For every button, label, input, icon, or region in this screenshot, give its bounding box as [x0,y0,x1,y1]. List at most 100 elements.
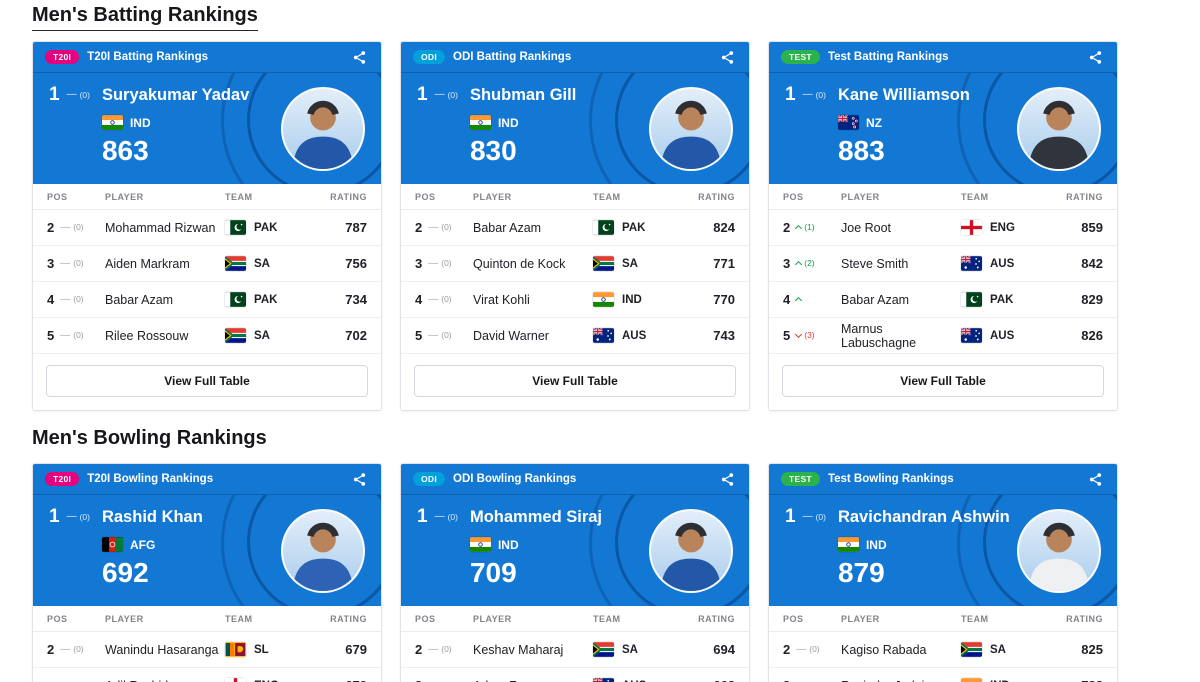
leader-panel[interactable]: 1 — (0) Ravichandran Ashwin IND 879 [769,494,1117,606]
movement-indicator [795,296,804,305]
caret-up-icon [795,296,803,305]
player-row[interactable]: 3—(0)Adam ZampaAUS662 [401,668,749,682]
view-full-table-button[interactable]: View Full Table [414,365,736,397]
player-photo-image [660,100,722,169]
team-cell: AUS [961,328,1051,343]
player-rating: 770 [713,292,735,307]
team-code: PAK [990,293,1014,306]
table-body: 2— (0) Mohammad Rizwan PAK 787 3— (0) Aiden Mar… [33,210,381,354]
player-row[interactable]: 4 — (0) Babar Azam PAK 734 [33,282,381,318]
player-name: Aiden Markram [105,256,190,271]
caret-up-icon [795,224,803,233]
aus-flag-icon [961,256,982,271]
card-title: ODI Bowling Rankings [453,473,577,485]
player-row[interactable]: 2 — (0) Babar Azam PAK 824 [401,210,749,246]
team-cell: PAK [593,220,683,235]
leader-panel[interactable]: 1 — (0) Rashid Khan AFG 692 [33,494,381,606]
player-row[interactable]: 2 — (0) Kagiso Rabada SA 825 [769,632,1117,668]
leader-position-group: 1 — (0) [417,84,458,166]
leader-photo [281,508,365,593]
col-header-player: PLAYER [841,614,880,624]
team-code: ENG [990,221,1015,234]
leader-panel[interactable]: 1 — (0) Suryakumar Yadav IND 863 [33,72,381,184]
player-row[interactable]: 5 — (0) David Warner AUS 743 [401,318,749,354]
player-row[interactable]: 5 (3) Marnus Labuschagne AUS 826 [769,318,1117,354]
player-row[interactable]: 2 — (0) Keshav Maharaj SA 694 [401,632,749,668]
player-name: Virat Kohli [473,292,530,307]
player-row[interactable]: 5 — (0) Rilee Rossouw SA 702 [33,318,381,354]
player-row[interactable]: 4 — (0) Virat Kohli IND 770 [401,282,749,318]
no-change-dash-icon: — [60,329,71,341]
player-row[interactable]: =—(0)Adil RashidENG679 [33,668,381,682]
card-title: Test Batting Rankings [827,51,949,63]
player-row[interactable]: 3 — (0) Quinton de Kock SA 771 [401,246,749,282]
team-cell: SA [961,642,1051,657]
no-change-dash-icon: — [802,511,813,522]
view-full-table-button[interactable]: View Full Table [782,365,1104,397]
section-title: Men's Bowling Rankings [32,427,267,449]
team-code: PAK [254,293,278,306]
share-icon [353,472,366,486]
share-button[interactable] [1086,48,1105,67]
view-full-table-button[interactable]: View Full Table [46,365,368,397]
player-rating: 782 [1051,678,1103,682]
player-row[interactable]: 2 — (0) Wanindu Hasaranga SL 679 [33,632,381,668]
movement-count: (0) [79,511,90,522]
leader-name: Ravichandran Ashwin [837,508,1010,526]
player-row[interactable]: 3 (2) Steve Smith AUS 842 [769,246,1117,282]
row-position: 3 [783,256,791,271]
no-change-dash-icon: — [60,643,71,655]
player-photo-image [1028,522,1090,591]
movement-count: (0) [441,330,452,341]
share-button[interactable] [350,470,369,489]
row-position-cell: 2 — (0) [415,220,473,235]
col-header-rating: RATING [330,192,367,202]
no-change-dash-icon: — [428,257,439,269]
row-position-cell: 2 — (0) [415,642,473,657]
leader-panel[interactable]: 1 — (0) Mohammed Siraj IND 709 [401,494,749,606]
no-change-dash-icon: — [60,221,71,233]
player-rating: 694 [713,642,735,657]
player-row[interactable]: 2 — (0) Mohammad Rizwan PAK 787 [33,210,381,246]
movement-count: (3) [804,330,815,341]
movement-indicator: —(0) [803,90,826,100]
share-button[interactable] [1086,470,1105,489]
leader-panel[interactable]: 1 — (0) Kane Williamson NZ 883 [769,72,1117,184]
row-position: 5 [415,328,423,343]
card-title: T20I Batting Rankings [87,51,208,63]
team-code: PAK [622,221,646,234]
leader-name: Mohammed Siraj [469,508,603,526]
no-change-dash-icon: — [428,221,439,233]
movement-count: (0) [441,644,452,655]
leader-photo [281,86,365,171]
sa-flag-icon [961,642,982,657]
row-position: 4 [47,292,55,307]
leader-rating: 863 [101,135,149,166]
player-row[interactable]: 3(2)Ravindra Jadeja IND 782 [769,668,1117,682]
player-rating: 825 [1081,642,1103,657]
player-row[interactable]: 4 Babar Azam PAK 829 [769,282,1117,318]
share-button[interactable] [350,48,369,67]
movement-count: (0) [447,89,458,100]
row-position-cell: 3—(0) [415,678,473,682]
leader-info: 1 — (0) Mohammed Siraj IND 709 [417,506,733,588]
leader-details: Kane Williamson NZ 883 [837,84,970,166]
player-name: Joe Root [841,220,892,235]
format-badge: T20I [45,49,80,65]
team-code: IND [990,680,1010,682]
player-row[interactable]: 3 — (0) Aiden Markram SA 756 [33,246,381,282]
team-cell: IND [961,678,1051,682]
player-row[interactable]: 2 (1) Joe Root ENG 859 [769,210,1117,246]
col-header-pos: POS [783,614,804,624]
table-body: 2— (0) Babar Azam PAK 824 3— (0) Quinton de Koc… [401,210,749,354]
no-change-dash-icon: — [434,511,445,522]
eng-flag-icon [225,678,246,682]
movement-indicator: —(0) [428,330,452,341]
ranking-card: TEST Test Bowling Rankings 1— (0) Ravichandr… [768,463,1118,682]
share-button[interactable] [718,470,737,489]
share-button[interactable] [718,48,737,67]
row-position-cell: 2 — (0) [47,642,105,657]
decorative-circle [957,495,1117,606]
leader-panel[interactable]: 1 — (0) Shubman Gill IND 830 [401,72,749,184]
